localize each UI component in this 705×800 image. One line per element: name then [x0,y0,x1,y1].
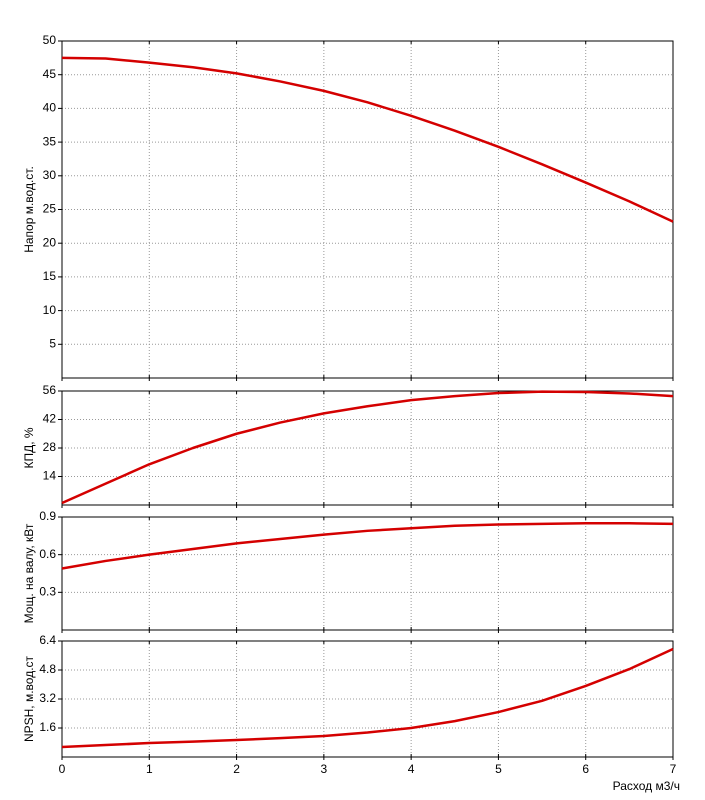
plot-frame [61,390,674,506]
y-axis-label: Напор м.вод.ст. [22,166,36,253]
y-tick-label: 1.6 [39,720,56,734]
x-tick-label: 1 [146,762,153,776]
y-tick-label: 40 [43,101,57,115]
y-tick-label: 10 [43,303,57,317]
line-series [61,390,674,505]
y-tick-label: 35 [43,134,57,148]
y-axis-label: Мощ. на валу, кВт [22,523,36,623]
y-tick-label: 28 [43,440,57,454]
y-tick-label: 30 [43,168,57,182]
plot-frame [61,516,674,631]
line-series [61,522,674,570]
y-axis-label: КПД, % [22,427,36,468]
y-tick-label: 20 [43,235,57,249]
y-tick-label: 5 [49,336,56,350]
x-tick-label: 0 [59,762,66,776]
y-tick-label: 4.8 [39,662,56,676]
x-tick-label: 5 [495,762,502,776]
line-series [61,647,674,749]
y-tick-label: 0.9 [39,509,56,523]
x-tick-label: 6 [582,762,589,776]
y-tick-label: 0.3 [39,585,56,599]
y-tick-label: 56 [43,383,57,397]
plot-frame [61,640,674,758]
plot-frame [61,40,674,379]
y-tick-label: 25 [43,202,57,216]
y-tick-label: 14 [43,469,57,483]
x-tick-label: 3 [321,762,328,776]
x-axis-label: Расход м3/ч [613,779,680,793]
y-tick-label: 0.6 [39,547,56,561]
x-tick-label: 4 [408,762,415,776]
x-tick-label: 2 [233,762,240,776]
y-tick-label: 50 [43,33,57,47]
y-tick-label: 6.4 [39,633,56,647]
y-tick-label: 45 [43,67,57,81]
y-tick-label: 42 [43,412,57,426]
line-series [61,56,674,223]
y-tick-label: 15 [43,269,57,283]
y-axis-label: NPSH, м.вод.ст [22,655,36,742]
y-tick-label: 3.2 [39,691,56,705]
x-tick-label: 7 [670,762,677,776]
